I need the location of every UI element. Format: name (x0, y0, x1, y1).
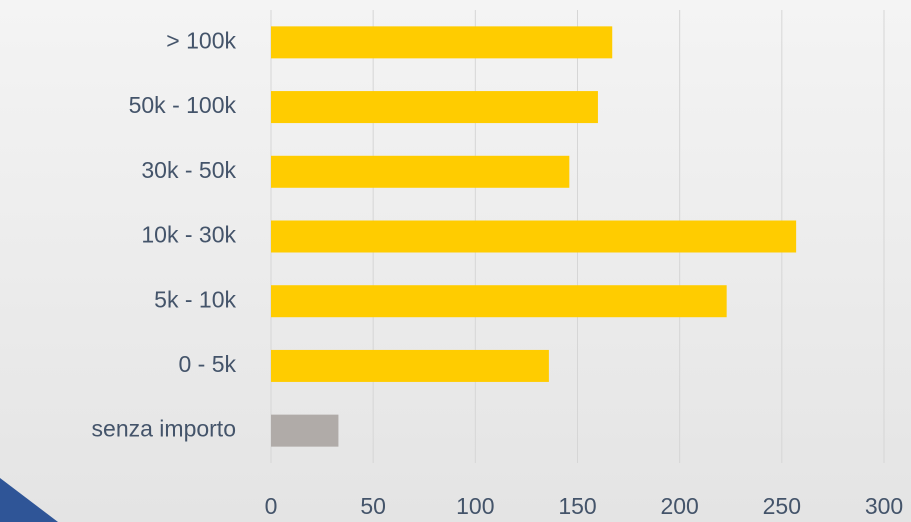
y-tick-label: 10k - 30k (141, 222, 236, 248)
bar (271, 349, 549, 382)
x-tick-label: 300 (865, 493, 903, 519)
x-tick-label: 0 (265, 493, 278, 519)
y-tick-label: 5k - 10k (154, 286, 236, 312)
bar (271, 414, 339, 447)
x-tick-label: 200 (660, 493, 698, 519)
y-tick-label: 0 - 5k (178, 351, 236, 377)
y-tick-label: > 100k (166, 27, 236, 53)
bar (271, 155, 570, 188)
bar (271, 285, 727, 318)
plot: 0 50 100 150 200 250 300 > 100k 50k - 100k 30k - … (92, 10, 903, 519)
x-tick-label: 100 (456, 493, 494, 519)
bar (271, 26, 613, 59)
y-tick-label: senza importo (92, 416, 236, 442)
x-tick-label: 50 (360, 493, 386, 519)
bar (271, 91, 598, 124)
y-tick-label: 30k - 50k (141, 157, 236, 183)
bar (271, 220, 797, 253)
decoration (0, 478, 58, 522)
x-tick-label: 150 (558, 493, 596, 519)
x-tick-label: 250 (763, 493, 801, 519)
y-tick-label: 50k - 100k (129, 92, 237, 118)
